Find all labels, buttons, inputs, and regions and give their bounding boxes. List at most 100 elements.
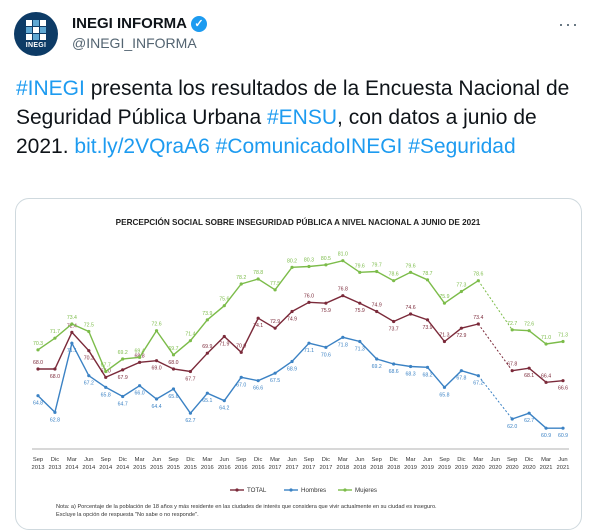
data-label: 69.0 — [151, 366, 161, 372]
data-point — [408, 270, 413, 274]
data-label: 67.2 — [84, 381, 94, 387]
data-label: 78.6 — [473, 272, 483, 278]
data-label: 74.9 — [372, 303, 382, 309]
data-point — [70, 322, 74, 326]
x-tick-month: Sep — [33, 457, 43, 463]
data-point — [459, 326, 463, 330]
avatar-logo-text: INEGI — [25, 41, 47, 49]
data-point — [425, 318, 430, 322]
data-label: 70.6 — [321, 352, 331, 358]
inegi-avatar[interactable]: INEGI — [14, 12, 58, 56]
x-tick-month: Dic — [186, 457, 194, 463]
x-tick-year: 2018 — [353, 465, 366, 471]
chart-svg: PERCEPCIÓN SOCIAL SOBRE INSEGURIDAD PÚBL… — [32, 216, 570, 518]
account-names: INEGI INFORMA ✓ @INEGI_INFORMA — [72, 15, 207, 51]
data-point — [239, 375, 243, 379]
data-label: 71.1 — [67, 348, 77, 354]
x-tick-year: 2021 — [557, 465, 570, 471]
more-options-icon[interactable]: ··· — [558, 14, 579, 34]
data-label: 80.3 — [304, 258, 314, 264]
data-label: 73.9 — [422, 325, 432, 331]
x-tick-month: Dic — [389, 457, 397, 463]
x-tick-month: Dic — [322, 457, 330, 463]
data-point — [273, 326, 277, 330]
data-point — [222, 334, 226, 339]
data-point — [290, 265, 294, 269]
data-label: 73.4 — [67, 315, 77, 321]
series-line-mujeres-recent — [512, 329, 564, 345]
series-line-hombres-recent — [511, 412, 563, 429]
data-label: 67.2 — [473, 381, 483, 387]
x-tick-year: 2019 — [438, 465, 451, 471]
data-point — [544, 380, 548, 384]
data-point — [171, 367, 176, 371]
data-label: 62.0 — [507, 424, 517, 430]
x-tick-month: Mar — [406, 457, 416, 463]
data-point — [138, 384, 142, 388]
data-point — [561, 379, 565, 383]
x-tick-year: 2018 — [387, 465, 400, 471]
data-point — [36, 367, 40, 371]
data-point — [138, 355, 142, 359]
data-label: 72.4 — [67, 323, 77, 329]
data-label: 70.3 — [33, 341, 43, 347]
x-tick-year: 2016 — [252, 465, 265, 471]
data-point — [307, 300, 311, 304]
data-label: 71.9 — [219, 342, 229, 348]
data-point — [205, 351, 209, 355]
data-point — [341, 335, 345, 339]
account-name[interactable]: INEGI INFORMA — [72, 15, 187, 32]
data-label: 68.0 — [33, 360, 43, 366]
data-point — [425, 278, 430, 282]
data-label: 78.7 — [422, 271, 432, 277]
data-point — [53, 367, 57, 371]
data-point — [442, 301, 447, 305]
x-tick-year: 2016 — [201, 465, 214, 471]
tweet-text: #INEGI presenta los resultados de la Enc… — [16, 74, 584, 161]
x-tick-month: Jun — [152, 457, 161, 463]
x-tick-month: Sep — [439, 457, 449, 463]
x-tick-month: Dic — [118, 457, 126, 463]
data-point — [476, 374, 480, 378]
data-point — [307, 264, 311, 269]
data-label: 72.7 — [507, 321, 517, 327]
x-tick-year: 2014 — [116, 465, 130, 471]
hashtag-link[interactable]: #Seguridad — [408, 135, 516, 158]
x-tick-year: 2015 — [167, 465, 180, 471]
data-point — [527, 366, 531, 370]
data-label: 81.0 — [338, 252, 348, 258]
data-point — [476, 279, 480, 283]
series-line-mujeres — [37, 259, 479, 373]
data-label: 65.6 — [168, 394, 178, 400]
data-point — [188, 369, 193, 374]
x-tick-month: Sep — [236, 457, 246, 463]
data-point — [341, 259, 345, 263]
data-point — [256, 316, 260, 320]
x-tick-month: Mar — [67, 457, 77, 463]
data-label: 71.1 — [304, 348, 314, 354]
x-tick-year: 2015 — [133, 465, 146, 471]
data-label: 80.5 — [321, 256, 331, 262]
hashtag-link[interactable]: #ComunicadoINEGI — [215, 135, 403, 158]
hashtag-link[interactable]: #ENSU — [267, 106, 338, 129]
x-tick-month: Sep — [372, 457, 382, 463]
x-tick-year: 2019 — [421, 465, 434, 471]
short-url-link[interactable]: bit.ly/2VQraA6 — [74, 135, 210, 158]
x-tick-month: Jun — [491, 457, 500, 463]
data-point — [544, 342, 548, 346]
data-label: 71.7 — [50, 329, 60, 335]
x-tick-month: Jun — [355, 457, 364, 463]
data-label: 68.0 — [168, 360, 178, 366]
data-label: 72.9 — [270, 319, 280, 325]
account-name-row[interactable]: INEGI INFORMA ✓ — [72, 15, 207, 32]
chart-image-card[interactable]: PERCEPCIÓN SOCIAL SOBRE INSEGURIDAD PÚBL… — [15, 198, 582, 530]
data-label: 71.0 — [541, 335, 551, 341]
hashtag-link[interactable]: #INEGI — [16, 77, 85, 100]
data-label: 66.0 — [135, 391, 145, 397]
x-tick-year: 2021 — [540, 465, 553, 471]
account-handle[interactable]: @INEGI_INFORMA — [72, 35, 197, 51]
x-tick-year: 2016 — [235, 465, 248, 471]
data-label: 62.7 — [185, 418, 195, 424]
inegi-logo-icon — [26, 19, 46, 40]
x-tick-year: 2019 — [404, 465, 417, 471]
